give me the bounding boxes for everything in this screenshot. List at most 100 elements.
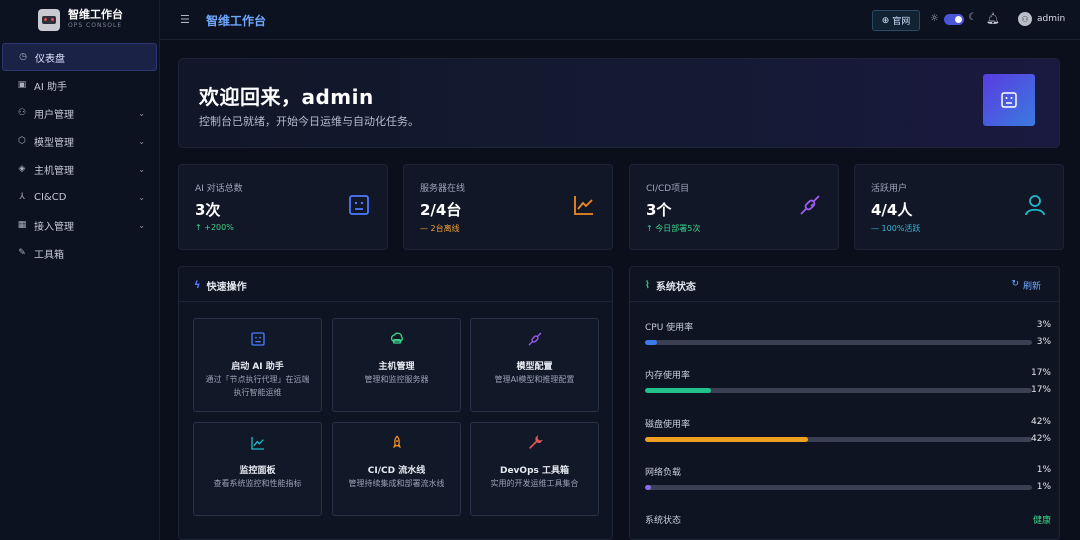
quick-action-desc: 管理和监控服务器 — [364, 375, 429, 384]
sidebar-item-ai-assistant[interactable]: ▣ AI 助手 — [0, 71, 159, 99]
metric-name: 磁盘使用率 — [645, 420, 691, 430]
metric-name: 网络负载 — [645, 468, 682, 478]
menu-toggle-icon[interactable]: ☰ — [180, 13, 190, 26]
brand-subtitle: OPS CONSOLE — [68, 22, 123, 29]
sidebar: 智维工作台 OPS CONSOLE ◷ 仪表盘 ▣ AI 助手 ⚇ 用户管理 ⌄… — [0, 0, 160, 540]
metric-value: 1% — [1036, 465, 1051, 475]
brand-title: 智维工作台 — [68, 8, 123, 21]
metric-value-secondary: 42% — [1030, 434, 1051, 444]
sidebar-item-dashboard[interactable]: ◷ 仪表盘 — [2, 43, 157, 71]
metric-value-secondary: 17% — [1030, 385, 1051, 395]
progress-fill — [645, 485, 651, 490]
stat-trend: ↑ 今日部署5次 — [646, 224, 701, 233]
sidebar-item-label: 仪表盘 — [35, 53, 65, 65]
sidebar-item-label: 接入管理 — [34, 221, 74, 233]
welcome-subtitle: 控制台已就绪，开始今日运维与自动化任务。 — [199, 115, 419, 128]
progress-track — [645, 437, 1032, 442]
quick-action-desc: 管理持续集成和部署流水线 — [348, 479, 445, 488]
metric-value: 42% — [1030, 417, 1051, 427]
system-status-title: 系统状态 — [655, 282, 696, 293]
robot-icon — [194, 331, 321, 349]
stat-card-ai-conversations: AI 对话总数 3次 ↑ +200% — [178, 164, 388, 250]
pipeline-icon: ⅄ — [19, 192, 25, 202]
line-chart-icon — [574, 196, 593, 215]
metric-value: 17% — [1030, 368, 1051, 378]
quick-action-models[interactable]: 模型配置 管理AI模型和推理配置 — [470, 318, 599, 412]
wrench-icon — [471, 435, 598, 453]
stat-trend: ↑ +200% — [195, 223, 234, 232]
sidebar-item-label: 模型管理 — [34, 137, 74, 149]
stat-value: 2/4台 — [420, 201, 462, 219]
dashboard-icon: ◷ — [19, 52, 27, 62]
stat-label: 活跃用户 — [871, 184, 908, 194]
chevron-down-icon: ⌄ — [138, 108, 145, 118]
chevron-down-icon: ⌄ — [138, 136, 145, 146]
moon-icon: ☾ — [968, 12, 977, 23]
avatar[interactable]: ⚇ — [1018, 12, 1032, 26]
quick-action-title: CI/CD 流水线 — [367, 466, 426, 476]
quick-actions-header: ϟ 快速操作 — [194, 278, 247, 293]
username[interactable]: admin — [1037, 14, 1066, 24]
progress-track — [645, 485, 1032, 490]
user-icon: ⚇ — [17, 108, 27, 118]
metric-value-secondary: 1% — [1036, 482, 1051, 492]
system-health-label: 系统状态 — [645, 516, 682, 526]
sidebar-item-hosts[interactable]: ◈ 主机管理 ⌄ — [0, 155, 159, 183]
bell-icon[interactable]: 🔔︎ — [986, 12, 1000, 25]
metric-name: CPU 使用率 — [645, 323, 694, 333]
sidebar-item-label: 工具箱 — [34, 249, 64, 261]
quick-action-title: 模型配置 — [516, 362, 553, 372]
topbar: ☰ 智维工作台 ⊕ 官网 ☼ ☾ 🔔︎ ⚇ admin — [160, 0, 1080, 40]
divider — [179, 301, 612, 302]
sidebar-item-users[interactable]: ⚇ 用户管理 ⌄ — [0, 99, 159, 127]
globe-icon: ⊕ — [881, 15, 890, 26]
quick-action-desc: 管理AI模型和推理配置 — [494, 375, 575, 384]
system-status-panel: ⌇ 系统状态 ↻ 刷新 CPU 使用率 3% 3% 内存使用率 17% 17% … — [629, 266, 1060, 540]
refresh-icon: ↻ — [1011, 279, 1019, 289]
user-icon — [1025, 195, 1045, 216]
system-status-header: ⌇ 系统状态 — [645, 278, 696, 293]
quick-action-desc: 通过「节点执行代理」在远端执行智能运维 — [205, 375, 310, 397]
quick-action-cicd[interactable]: CI/CD 流水线 管理持续集成和部署流水线 — [332, 422, 461, 516]
metric-value-secondary: 3% — [1036, 337, 1051, 347]
sidebar-item-label: AI 助手 — [34, 81, 67, 93]
quick-action-title: 主机管理 — [378, 362, 415, 372]
stat-card-servers-online: 服务器在线 2/4台 — 2台离线 — [403, 164, 613, 250]
chevron-down-icon: ⌄ — [138, 164, 145, 174]
sidebar-item-access[interactable]: ▦ 接入管理 ⌄ — [0, 211, 159, 239]
website-button[interactable]: ⊕ 官网 — [872, 10, 920, 31]
quick-actions-title: 快速操作 — [206, 282, 247, 293]
sidebar-item-label: CI&CD — [34, 191, 67, 203]
chevron-down-icon: ⌄ — [138, 192, 145, 202]
welcome-title: 欢迎回来，admin — [199, 85, 374, 109]
sidebar-item-toolbox[interactable]: ✎ 工具箱 — [0, 239, 159, 267]
wrench-icon: ✎ — [18, 248, 26, 258]
website-label: 官网 — [892, 17, 911, 27]
robot-logo-icon — [38, 9, 60, 31]
stat-label: CI/CD项目 — [646, 184, 690, 194]
sidebar-item-models[interactable]: ⬡ 模型管理 ⌄ — [0, 127, 159, 155]
sun-icon: ☼ — [930, 13, 939, 24]
link-icon — [800, 195, 820, 215]
progress-track — [645, 340, 1032, 345]
quick-action-hosts[interactable]: 主机管理 管理和监控服务器 — [332, 318, 461, 412]
stat-trend: — 100%活跃 — [871, 224, 921, 233]
rocket-icon — [333, 435, 460, 453]
progress-fill — [645, 437, 808, 442]
system-health-value: 健康 — [1032, 516, 1051, 526]
refresh-button[interactable]: ↻ 刷新 — [1011, 279, 1041, 292]
metric-value: 3% — [1036, 320, 1051, 330]
welcome-banner: 欢迎回来，admin 控制台已就绪，开始今日运维与自动化任务。 — [178, 58, 1060, 148]
brand[interactable]: 智维工作台 OPS CONSOLE — [0, 0, 159, 40]
sidebar-item-cicd[interactable]: ⅄ CI&CD ⌄ — [0, 183, 159, 211]
sidebar-nav: ◷ 仪表盘 ▣ AI 助手 ⚇ 用户管理 ⌄ ⬡ 模型管理 ⌄ ◈ 主机管理 ⌄… — [0, 43, 159, 267]
link-icon — [471, 331, 598, 349]
quick-action-devops-toolbox[interactable]: DevOps 工具箱 实用的开发运维工具集合 — [470, 422, 599, 516]
progress-fill — [645, 340, 657, 345]
quick-action-ai-assistant[interactable]: 启动 AI 助手 通过「节点执行代理」在远端执行智能运维 — [193, 318, 322, 412]
refresh-label: 刷新 — [1022, 282, 1041, 292]
quick-action-title: DevOps 工具箱 — [499, 466, 570, 476]
quick-action-monitoring[interactable]: 监控面板 查看系统监控和性能指标 — [193, 422, 322, 516]
theme-toggle[interactable] — [944, 14, 964, 25]
sidebar-item-label: 用户管理 — [34, 109, 74, 121]
